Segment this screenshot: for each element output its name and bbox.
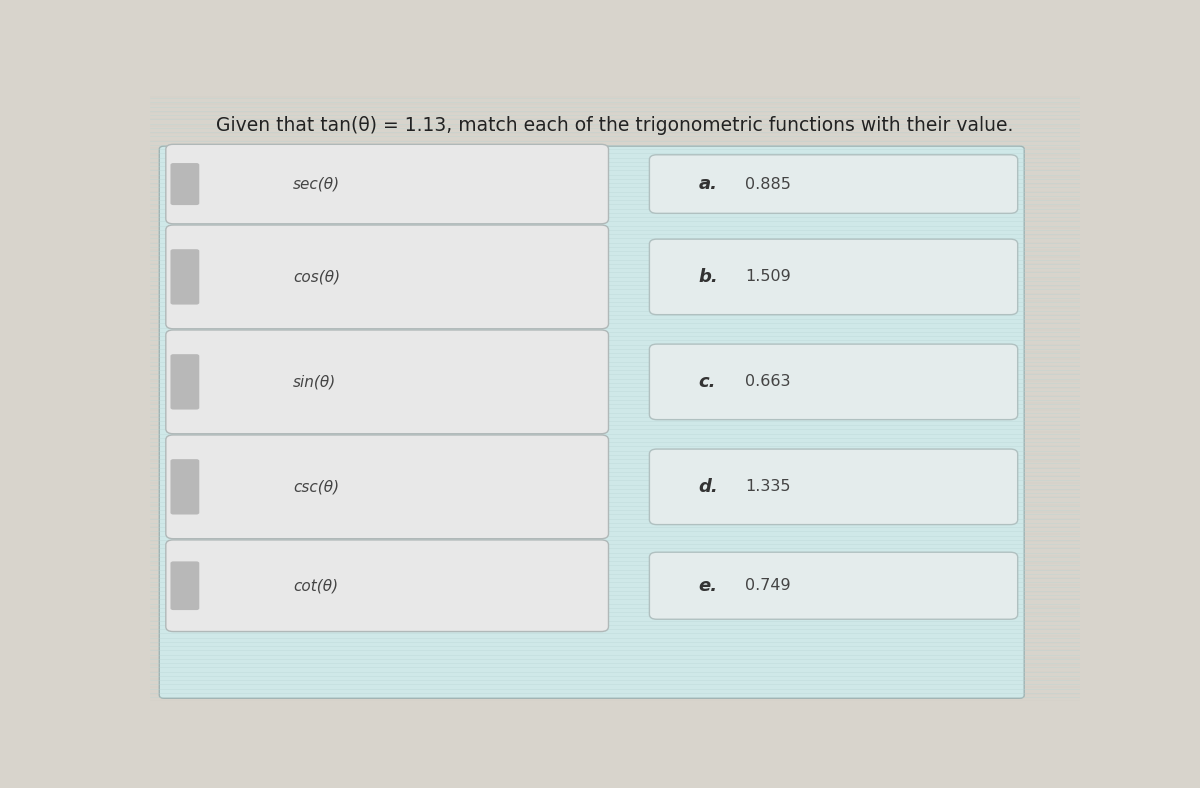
FancyBboxPatch shape xyxy=(166,435,608,539)
FancyBboxPatch shape xyxy=(649,239,1018,314)
Text: csc(θ): csc(θ) xyxy=(293,479,340,494)
FancyBboxPatch shape xyxy=(649,344,1018,420)
Text: 1.509: 1.509 xyxy=(745,269,791,284)
FancyBboxPatch shape xyxy=(170,459,199,515)
FancyBboxPatch shape xyxy=(170,561,199,610)
Text: sin(θ): sin(θ) xyxy=(293,374,336,389)
Text: 1.335: 1.335 xyxy=(745,479,791,494)
Text: cos(θ): cos(θ) xyxy=(293,269,340,284)
Text: Given that tan(θ) = 1.13, match each of the trigonometric functions with their v: Given that tan(θ) = 1.13, match each of … xyxy=(216,116,1014,135)
Text: 0.663: 0.663 xyxy=(745,374,791,389)
FancyBboxPatch shape xyxy=(166,540,608,631)
FancyBboxPatch shape xyxy=(166,330,608,433)
Text: 0.749: 0.749 xyxy=(745,578,791,593)
FancyBboxPatch shape xyxy=(649,154,1018,214)
FancyBboxPatch shape xyxy=(170,163,199,205)
Text: cot(θ): cot(θ) xyxy=(293,578,338,593)
Text: c.: c. xyxy=(698,373,716,391)
Text: sec(θ): sec(θ) xyxy=(293,177,340,191)
FancyBboxPatch shape xyxy=(170,249,199,305)
FancyBboxPatch shape xyxy=(649,449,1018,525)
Text: 0.885: 0.885 xyxy=(745,177,791,191)
FancyBboxPatch shape xyxy=(166,144,608,224)
FancyBboxPatch shape xyxy=(170,354,199,410)
Text: d.: d. xyxy=(698,478,719,496)
Text: a.: a. xyxy=(698,175,718,193)
FancyBboxPatch shape xyxy=(160,146,1025,698)
FancyBboxPatch shape xyxy=(649,552,1018,619)
Text: e.: e. xyxy=(698,577,718,595)
Text: b.: b. xyxy=(698,268,719,286)
FancyBboxPatch shape xyxy=(166,225,608,329)
